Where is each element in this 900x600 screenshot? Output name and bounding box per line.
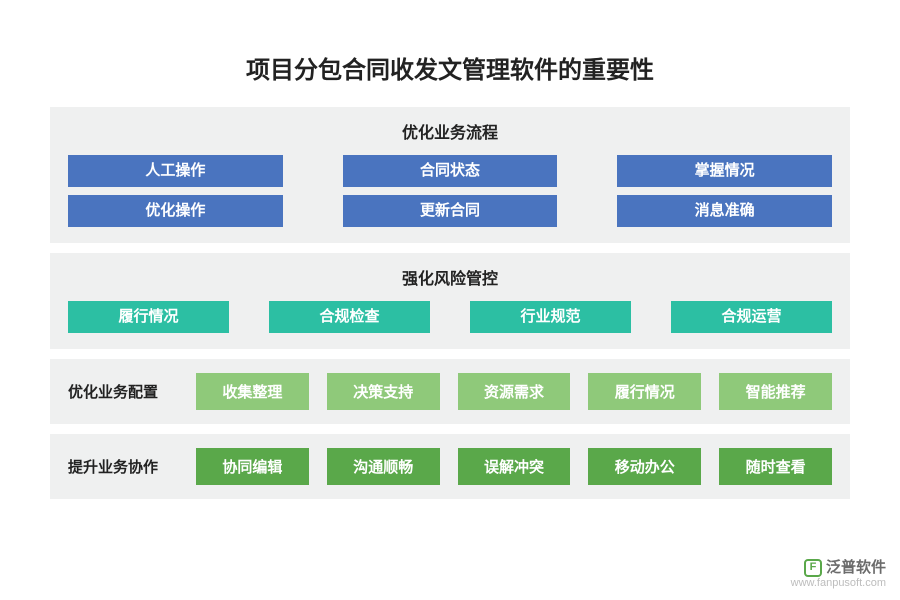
tag-item: 履行情况 xyxy=(588,373,701,410)
pill-item: 合规检查 xyxy=(269,301,430,333)
tag-item: 智能推荐 xyxy=(719,373,832,410)
pill-item: 人工操作 xyxy=(68,155,283,187)
pill-item: 掌握情况 xyxy=(617,155,832,187)
tag-row: 收集整理 决策支持 资源需求 履行情况 智能推荐 xyxy=(196,373,832,410)
watermark-brand: F 泛普软件 xyxy=(791,559,886,577)
pill-row: 履行情况 合规检查 行业规范 合规运营 xyxy=(68,301,832,333)
section-title: 优化业务流程 xyxy=(68,119,832,143)
pill-item: 合规运营 xyxy=(671,301,832,333)
tag-item: 误解冲突 xyxy=(458,448,571,485)
pill-item: 优化操作 xyxy=(68,195,283,227)
pill-item: 行业规范 xyxy=(470,301,631,333)
watermark-url: www.fanpusoft.com xyxy=(791,577,886,590)
tag-row: 协同编辑 沟通顺畅 误解冲突 移动办公 随时查看 xyxy=(196,448,832,485)
logo-icon: F xyxy=(804,559,822,577)
section-label: 提升业务协作 xyxy=(68,456,178,477)
infographic-canvas: 项目分包合同收发文管理软件的重要性 优化业务流程 人工操作 合同状态 掌握情况 … xyxy=(0,0,900,539)
tag-item: 沟通顺畅 xyxy=(327,448,440,485)
pill-item: 更新合同 xyxy=(343,195,558,227)
section-business-config: 优化业务配置 收集整理 决策支持 资源需求 履行情况 智能推荐 xyxy=(50,359,850,424)
section-business-collab: 提升业务协作 协同编辑 沟通顺畅 误解冲突 移动办公 随时查看 xyxy=(50,434,850,499)
section-risk-control: 强化风险管控 履行情况 合规检查 行业规范 合规运营 xyxy=(50,253,850,349)
pill-item: 合同状态 xyxy=(343,155,558,187)
watermark: F 泛普软件 www.fanpusoft.com xyxy=(791,559,886,590)
tag-item: 移动办公 xyxy=(588,448,701,485)
watermark-text: 泛普软件 xyxy=(826,559,886,577)
tag-item: 协同编辑 xyxy=(196,448,309,485)
pill-item: 消息准确 xyxy=(617,195,832,227)
tag-item: 随时查看 xyxy=(719,448,832,485)
section-title: 强化风险管控 xyxy=(68,265,832,289)
tag-item: 收集整理 xyxy=(196,373,309,410)
section-label: 优化业务配置 xyxy=(68,381,178,402)
section-optimize-process: 优化业务流程 人工操作 合同状态 掌握情况 优化操作 更新合同 消息准确 xyxy=(50,107,850,243)
pill-row: 人工操作 合同状态 掌握情况 xyxy=(68,155,832,187)
tag-item: 资源需求 xyxy=(458,373,571,410)
page-title: 项目分包合同收发文管理软件的重要性 xyxy=(50,50,850,85)
pill-item: 履行情况 xyxy=(68,301,229,333)
pill-row: 优化操作 更新合同 消息准确 xyxy=(68,195,832,227)
tag-item: 决策支持 xyxy=(327,373,440,410)
